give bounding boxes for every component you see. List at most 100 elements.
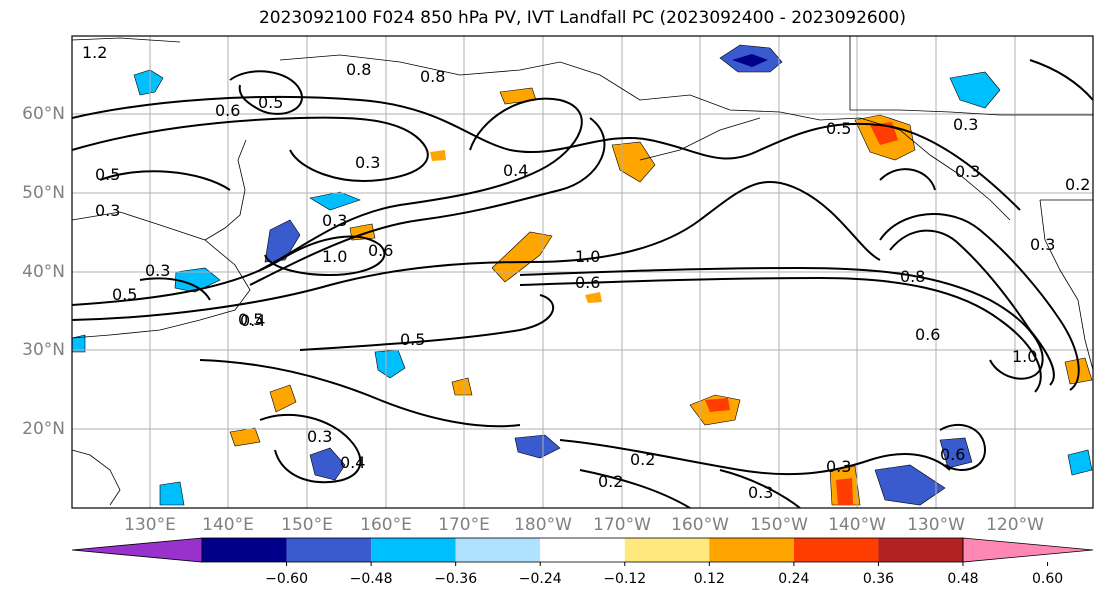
lon-label: 170°W	[593, 515, 651, 535]
contour-label: 0.3	[826, 457, 851, 476]
colorbar-extend-high	[962, 537, 1094, 563]
fill-patch-blue	[159, 481, 185, 506]
fill-patch-blue	[949, 71, 1001, 109]
contour-label: 1.0	[575, 247, 600, 266]
colorbar-tick-label: 0.24	[778, 571, 810, 587]
fill-patch-red	[870, 122, 898, 145]
colorbar-box	[371, 538, 456, 562]
contour-label: 0.2	[630, 450, 655, 469]
contour-label: 0.2	[598, 472, 623, 491]
contour-label: 0.4	[240, 311, 265, 330]
lon-label: 170°E	[438, 515, 490, 535]
lon-label: 140°W	[828, 515, 886, 535]
fill-patch-blue	[309, 191, 361, 211]
lon-label: 150°E	[281, 515, 333, 535]
contour-label: 0.5	[95, 165, 120, 184]
contour-label: 0.4	[503, 161, 528, 180]
colorbar-box	[709, 538, 794, 562]
colorbar-box	[878, 538, 963, 562]
colorbar-extend-low	[71, 537, 203, 563]
contour-label: 0.6	[575, 273, 600, 292]
colorbar-tick-label: −0.24	[518, 571, 562, 587]
colorbar-box	[540, 538, 625, 562]
contour-label: 0.6	[215, 101, 240, 120]
colorbar-tick-label: 0.60	[1031, 571, 1064, 587]
pv-contours	[71, 59, 1094, 509]
fill-patch-navy	[732, 54, 768, 67]
pv-fill-patches	[71, 44, 1093, 506]
fill-patch-blue	[133, 69, 164, 96]
fill-patch-orange	[491, 231, 553, 283]
lat-label: 30°N	[22, 340, 65, 360]
colorbar-tick-label: −0.48	[349, 571, 393, 587]
contour-label: 0.3	[955, 162, 980, 181]
lon-label: 130°W	[907, 515, 965, 535]
colorbar-tick-label: 0.36	[862, 571, 895, 587]
lat-label: 40°N	[22, 262, 65, 282]
contour-label: 0.5	[238, 310, 263, 329]
colorbar-boxes	[71, 537, 1094, 563]
colorbar-box	[286, 538, 372, 562]
lon-label: 150°W	[750, 515, 808, 535]
lon-label: 130°E	[124, 515, 176, 535]
contour-label: 0.8	[420, 67, 445, 86]
lat-label: 50°N	[22, 183, 65, 203]
contour-label: 0.5	[112, 285, 137, 304]
contour-label: 1.0	[1012, 347, 1037, 366]
fill-patch-blue	[174, 267, 221, 293]
colorbar-tick-label: −0.12	[603, 571, 647, 587]
fill-patch-orange	[611, 141, 656, 183]
contour-label: 0.3	[95, 201, 120, 220]
colorbar-box	[202, 538, 287, 562]
lon-label: 180°W	[514, 515, 572, 535]
contour-label: 0.6	[915, 325, 940, 344]
fill-patch-red	[705, 398, 730, 412]
fill-patch-blue	[1067, 449, 1093, 476]
contour-label: 0.3	[322, 211, 347, 230]
fill-patch-blue	[939, 437, 973, 469]
fill-patch-blue	[874, 464, 946, 506]
contour-label: 0.3	[355, 153, 380, 172]
lat-label: 60°N	[22, 104, 65, 124]
contour-label: 0.5	[258, 93, 283, 112]
lat-label: 20°N	[22, 419, 65, 439]
fill-patch-blue	[309, 447, 346, 481]
fill-patch-orange	[269, 384, 297, 413]
colorbar-box	[793, 538, 879, 562]
contour-label: 0.3	[748, 483, 773, 502]
map-frame	[71, 35, 1094, 509]
contour-label-group: 1.2 0.6 0.5 0.8 0.8 0.5 0.5 0.3 0.4 0.3 …	[82, 43, 1090, 502]
colorbar-tickmarks	[286, 562, 1049, 566]
contour-label: 0.5	[826, 119, 851, 138]
colorbar-box	[455, 538, 541, 562]
contour-label: 0.5	[400, 330, 425, 349]
contour-label: 0.3	[1030, 235, 1055, 254]
contour-label: 0.3	[307, 427, 332, 446]
coastlines	[71, 36, 1094, 506]
contour-label: 0.4	[340, 453, 365, 472]
colorbar-tick-label: −0.36	[434, 571, 478, 587]
lon-label: 160°W	[671, 515, 729, 535]
contour-label: 0.6	[940, 445, 965, 464]
colorbar-tick-label: 0.48	[947, 571, 979, 587]
fill-patch-orange	[430, 150, 446, 161]
colorbar-box	[624, 538, 710, 562]
contour-label: 0.3	[953, 115, 978, 134]
fill-patch-red	[836, 478, 853, 505]
fill-patch-orange	[585, 292, 602, 303]
colorbar-outline	[201, 537, 964, 563]
fill-patch-blue	[514, 434, 561, 459]
lon-label: 160°E	[360, 515, 412, 535]
lon-label: 120°W	[986, 515, 1044, 535]
contour-label: 1.0	[322, 247, 347, 266]
colorbar-tick-label: 0.12	[693, 571, 725, 587]
fill-patch-orange	[451, 377, 473, 396]
contour-label: 0.2	[1065, 175, 1090, 194]
colorbar-tick-label: −0.60	[265, 571, 308, 587]
map-title: 2023092100 F024 850 hPa PV, IVT Landfall…	[258, 8, 906, 28]
contour-label: 0.8	[900, 267, 925, 286]
contour-label: 1.2	[82, 43, 107, 62]
lon-label: 140°E	[202, 515, 254, 535]
